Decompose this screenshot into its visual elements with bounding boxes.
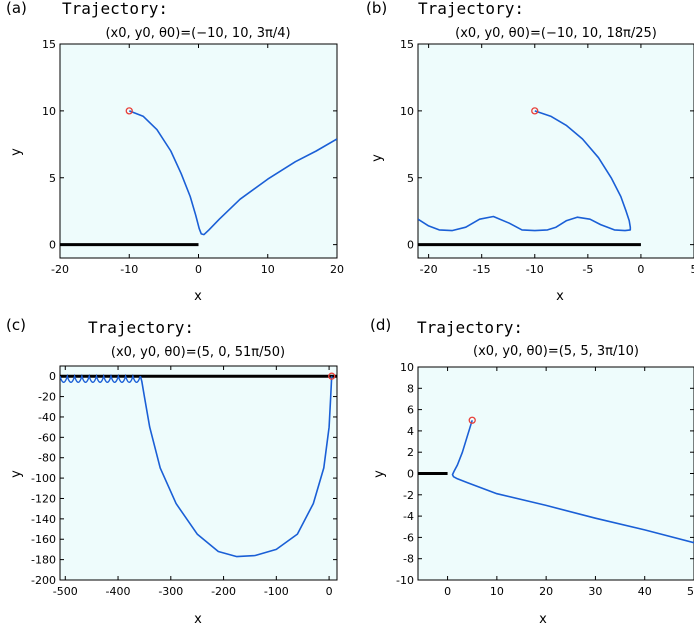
x-tick-label: -200 [211,585,236,598]
y-tick-label: 0 [407,239,414,252]
panel-label: (c) [6,316,26,334]
x-tick-label: -100 [264,585,289,598]
x-tick-label: 0 [195,263,202,276]
y-tick-label: 0 [407,468,414,481]
y-tick-label: 5 [407,172,414,185]
x-tick-label: -20 [420,263,438,276]
x-axis-label: x [194,612,202,627]
y-tick-label: 10 [400,361,414,374]
trajectory-line [451,420,694,544]
plot-area [417,43,694,259]
trajectory-line [129,110,337,236]
x-axis-label: x [556,289,564,304]
y-axis-label: y [9,148,24,156]
chart-title: Trajectory: [88,318,194,337]
axis-ticks: -500 -400 -300 -200 -100 0 0 -20 -40 -60 -80 -100 -1… [31,366,337,598]
y-tick-label: 0 [49,370,56,383]
y-tick-label: 8 [407,382,414,395]
y-tick-label: -6 [403,531,414,544]
x-axis-label: x [194,289,202,304]
y-tick-label: -60 [38,431,56,444]
x-tick-label: -15 [473,263,491,276]
x-tick-label: 10 [490,585,504,598]
y-tick-label: 2 [407,446,414,459]
plot-area [59,365,338,581]
y-tick-label: 4 [407,425,414,438]
chart-title: Trajectory: [62,0,168,18]
panel-d: 010203040501086420-2-4-6-8-10(d)Trajecto… [370,316,694,627]
y-axis-label: y [9,470,24,478]
x-tick-label: 50 [687,585,694,598]
chart-subtitle: (x0, y0, θ0)=(−10, 10, 18π/25) [455,26,657,41]
plot-content [60,110,337,247]
y-tick-label: 10 [400,105,414,118]
y-tick-label: 15 [400,38,414,51]
plot-content [418,420,694,544]
trajectory-line [139,375,333,558]
axis-ticks: 010203040501086420-2-4-6-8-10 [396,361,694,598]
trajectory-scallops [60,373,141,383]
plot-area [59,43,338,259]
plot-content [60,373,337,558]
x-tick-label: 5 [691,263,694,276]
y-tick-label: 15 [42,38,56,51]
x-tick-label: -500 [53,585,78,598]
x-tick-label: 0 [637,263,644,276]
x-tick-label: 0 [326,585,333,598]
y-tick-label: -100 [31,472,56,485]
y-tick-label: 10 [42,105,56,118]
y-tick-label: -140 [31,513,56,526]
start-marker [531,107,539,115]
x-tick-label: 30 [588,585,602,598]
y-tick-label: -160 [31,533,56,546]
y-tick-label: -180 [31,554,56,567]
y-axis-label: y [370,154,385,162]
y-tick-label: -8 [403,553,414,566]
chart-title: Trajectory: [417,318,523,337]
panel-label: (d) [370,316,391,334]
y-tick-label: 6 [407,404,414,417]
chart-title: Trajectory: [418,0,524,18]
x-tick-label: -20 [51,263,69,276]
panel-label: (a) [6,0,27,17]
x-tick-label: -400 [106,585,131,598]
panel-c: -500 -400 -300 -200 -100 0 0 -20 -40 -60 -80 -100 -1… [6,316,338,627]
x-tick-label: -10 [526,263,544,276]
y-tick-label: 5 [49,172,56,185]
chart-subtitle: (x0, y0, θ0)=(5, 5, 3π/10) [473,344,639,359]
x-tick-label: 20 [330,263,344,276]
y-tick-label: -4 [403,510,414,523]
chart-subtitle: (x0, y0, θ0)=(5, 0, 51π/50) [111,345,285,360]
panel-b: -20 -15 -10 -5 0 5 0 5 10 15 (b) Trajectory: (x0, y0… [366,0,694,304]
y-tick-label: -120 [31,492,56,505]
start-marker [125,107,133,115]
y-tick-label: -2 [403,489,414,502]
x-tick-label: -5 [582,263,593,276]
trajectory-line [418,110,632,232]
y-tick-label: -10 [396,574,414,587]
x-tick-label: 20 [539,585,553,598]
x-tick-label: -300 [158,585,183,598]
x-axis-label: x [539,612,547,627]
axis-ticks: -20 -15 -10 -5 0 5 0 5 10 15 [400,38,694,276]
y-tick-label: -80 [38,452,56,465]
start-marker [468,416,476,424]
x-tick-label: 0 [444,585,451,598]
x-tick-label: -10 [120,263,138,276]
y-tick-label: -40 [38,411,56,424]
plot-area [417,366,694,581]
x-tick-label: 40 [638,585,652,598]
y-axis-label: y [372,470,387,478]
plot-content [418,110,641,247]
y-tick-label: 0 [49,239,56,252]
start-marker [328,372,336,380]
y-tick-label: -200 [31,574,56,587]
panel-label: (b) [366,0,387,17]
y-tick-label: -20 [38,391,56,404]
x-tick-label: 10 [261,263,275,276]
chart-subtitle: (x0, y0, θ0)=(−10, 10, 3π/4) [105,26,290,41]
panel-a: -20 -10 0 10 20 0 5 10 15 (a) Trajectory: (x0, y0, … [6,0,344,304]
axis-ticks: -20 -10 0 10 20 0 5 10 15 [42,38,344,276]
